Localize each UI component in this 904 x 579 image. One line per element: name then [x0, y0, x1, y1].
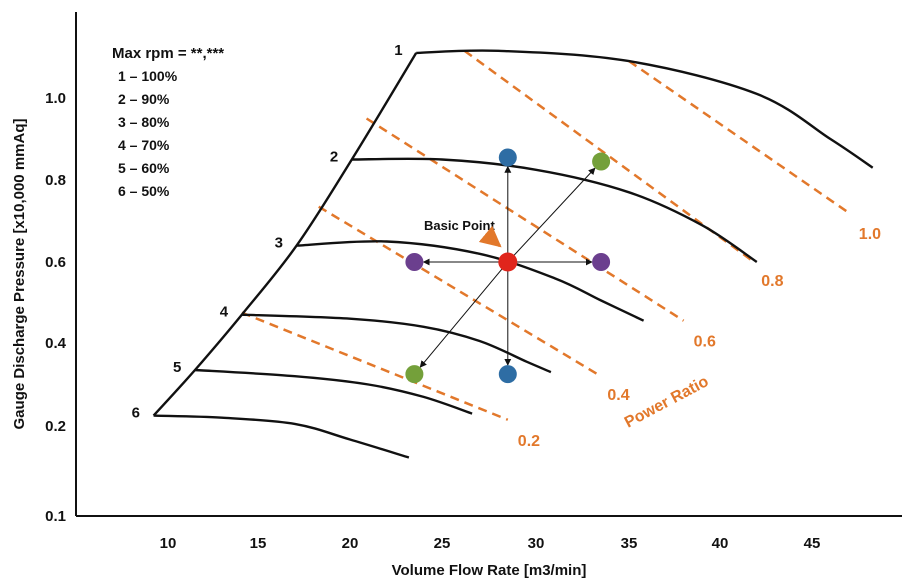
power-ratio-line: [241, 311, 509, 421]
power-ratio-label: 1.0: [859, 226, 881, 243]
power-ratio-line: [318, 205, 599, 376]
direction-arrows: [419, 165, 596, 368]
y-tick-label: 0.6: [45, 254, 66, 271]
y-tick-label: 0.4: [45, 335, 67, 352]
x-tick-label: 10: [160, 535, 177, 552]
legend-title: Max rpm = **,***: [112, 45, 224, 62]
speed-curve: [153, 414, 410, 459]
power-ratio-label: 0.8: [761, 273, 783, 290]
y-axis-title: Gauge Discharge Pressure [x10,000 mmAq]: [11, 119, 28, 430]
chart-labels: 0.2 0.4 0.6 0.8 1.0 Power Ratio 1 2 3 4 5 6 Basic Po…: [112, 42, 881, 450]
y-tick-label: 1.0: [45, 90, 66, 107]
legend-item: 6 – 50%: [118, 183, 170, 199]
x-axis-title: Volume Flow Rate [m3/min]: [392, 562, 587, 579]
operating-point: [498, 365, 517, 384]
power-ratio-label: 0.2: [518, 433, 540, 450]
speed-curve: [296, 240, 645, 322]
speed-curve: [416, 49, 874, 169]
direction-arrow: [419, 268, 503, 368]
power-ratio-label: 0.4: [607, 387, 629, 404]
basic-point-pointer: [478, 225, 502, 248]
speed-curve-label: 4: [220, 304, 229, 321]
speed-curve-label: 5: [173, 359, 181, 376]
speed-curve: [351, 157, 758, 263]
speed-curve-label: 6: [132, 405, 140, 422]
y-tick-label: 0.1: [45, 508, 66, 525]
operating-point: [498, 148, 517, 167]
operating-point: [592, 253, 611, 271]
legend-item: 4 – 70%: [118, 137, 170, 153]
surge-line: [152, 52, 418, 417]
speed-curve: [241, 313, 552, 374]
speed-curve-label: 3: [275, 235, 283, 252]
x-tick-label: 30: [528, 535, 545, 552]
basic-point: [498, 252, 518, 272]
legend-item: 2 – 90%: [118, 91, 170, 107]
x-tick-label: 45: [804, 535, 821, 552]
x-tick-label: 25: [434, 535, 451, 552]
x-tick-label: 35: [621, 535, 638, 552]
basic-point-label: Basic Point: [424, 218, 495, 233]
power-ratio-lines: [241, 49, 850, 421]
speed-curves: [152, 49, 874, 459]
y-tick-label: 0.2: [45, 418, 66, 435]
direction-arrow: [513, 167, 596, 256]
operating-point: [592, 152, 611, 171]
x-tick-label: 15: [250, 535, 267, 552]
speed-curve-label: 2: [330, 149, 338, 166]
operating-point: [405, 253, 424, 271]
power-ratio-line: [628, 60, 850, 214]
power-ratio-line: [365, 117, 685, 322]
speed-curve-label: 1: [394, 42, 402, 59]
operating-points: [405, 148, 611, 384]
x-tick-label: 20: [342, 535, 359, 552]
speed-curve: [194, 368, 473, 415]
x-tick-label: 40: [712, 535, 729, 552]
legend-item: 5 – 60%: [118, 160, 170, 176]
legend-item: 3 – 80%: [118, 114, 170, 130]
operating-point: [405, 365, 424, 384]
legend-item: 1 – 100%: [118, 68, 178, 84]
power-ratio-label: 0.6: [694, 334, 716, 351]
plot-frame: 10 15 20 25 30 35 40 450.10.20.40.60.81.0Volume…: [11, 12, 902, 579]
y-tick-label: 0.8: [45, 172, 66, 189]
power-ratio-title: Power Ratio: [622, 373, 712, 432]
